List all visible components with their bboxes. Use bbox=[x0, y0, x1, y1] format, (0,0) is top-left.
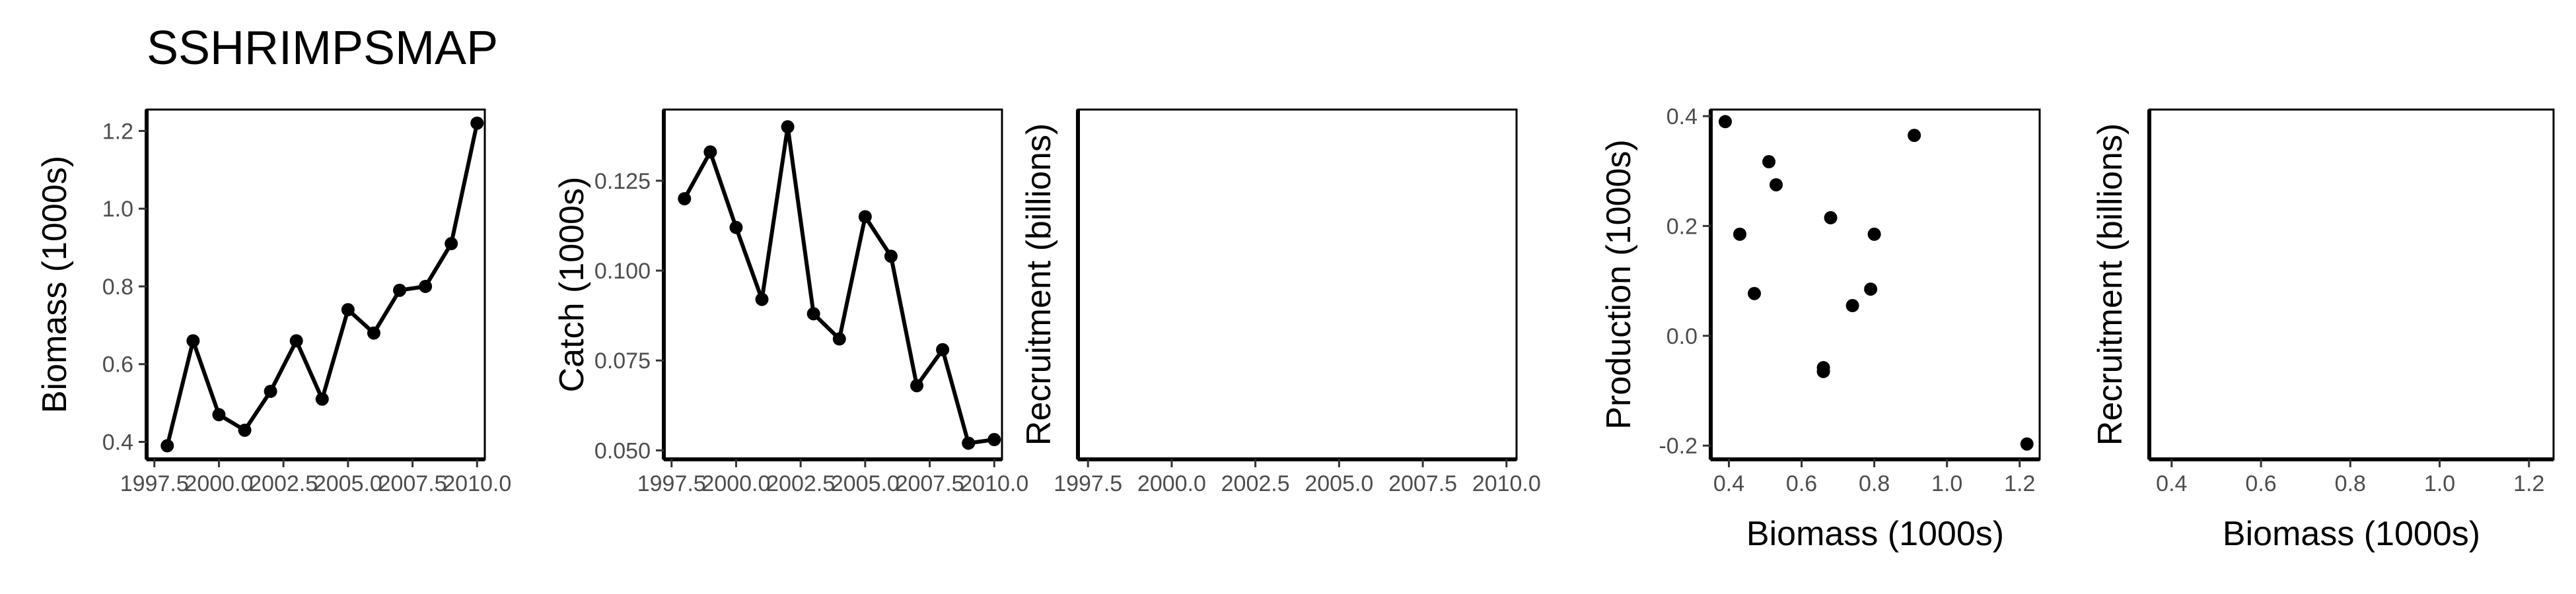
x-tick-label: 0.4 bbox=[2156, 471, 2187, 496]
data-point bbox=[419, 279, 433, 293]
y-tick-label: 1.2 bbox=[102, 119, 133, 144]
data-point bbox=[858, 210, 872, 224]
y-axis-label: Biomass (1000s) bbox=[36, 156, 74, 413]
data-point bbox=[289, 334, 303, 348]
x-tick-label: 2010.0 bbox=[1472, 471, 1541, 496]
data-point bbox=[1719, 115, 1733, 129]
x-tick-label: 0.6 bbox=[1786, 471, 1817, 496]
y-tick-label: 0.8 bbox=[102, 275, 133, 300]
data-point bbox=[1845, 299, 1859, 313]
data-point bbox=[1733, 227, 1747, 241]
y-tick-label: 0.4 bbox=[102, 430, 133, 455]
data-point bbox=[367, 326, 380, 340]
data-point bbox=[186, 334, 200, 348]
y-axis-label: Recruitment (billions) bbox=[1020, 123, 1058, 446]
y-axis-label: Production (1000s) bbox=[1600, 139, 1638, 429]
data-point bbox=[315, 392, 329, 406]
data-point bbox=[1770, 178, 1783, 191]
x-tick-label: 2007.5 bbox=[896, 471, 964, 496]
y-tick-label: 0.100 bbox=[594, 259, 651, 284]
x-axis-label: Biomass (1000s) bbox=[2223, 515, 2480, 553]
panel-frame bbox=[2148, 108, 2555, 461]
series-line bbox=[682, 125, 995, 446]
x-tick-label: 2000.0 bbox=[701, 471, 770, 496]
x-tick-label: 1.0 bbox=[1931, 471, 1962, 496]
data-point bbox=[2020, 437, 2034, 451]
data-point bbox=[910, 379, 924, 393]
data-point bbox=[703, 145, 717, 159]
y-tick-label: 0.050 bbox=[594, 438, 651, 463]
data-point bbox=[1824, 211, 1838, 224]
x-tick-label: 2010.0 bbox=[960, 471, 1028, 496]
x-tick-label: 2002.5 bbox=[766, 471, 835, 496]
x-tick-label: 2010.0 bbox=[443, 471, 511, 496]
data-point bbox=[884, 249, 898, 263]
data-point bbox=[987, 433, 1001, 447]
y-tick-label: -0.2 bbox=[1659, 434, 1698, 459]
x-tick-label: 0.6 bbox=[2245, 471, 2276, 496]
data-point bbox=[212, 408, 226, 422]
data-point bbox=[1864, 282, 1878, 296]
x-axis-label: Biomass (1000s) bbox=[1746, 515, 2004, 553]
x-tick-label: 2005.0 bbox=[314, 471, 382, 496]
panel-5: 0.4 0.6 0.8 1.0 1.2 Recruitment (billions) Bio… bbox=[2091, 108, 2555, 553]
data-point bbox=[470, 116, 484, 130]
panel-frame bbox=[145, 108, 486, 461]
panel-3: 1997.5 2000.0 2002.5 2005.0 2007.5 2010.0 Recr… bbox=[1020, 108, 1541, 496]
x-tick-label: 2000.0 bbox=[1137, 471, 1206, 496]
x-tick-label: 2002.5 bbox=[1221, 471, 1290, 496]
data-point bbox=[1748, 286, 1762, 300]
data-point bbox=[962, 436, 976, 450]
data-point bbox=[806, 307, 820, 321]
y-tick-label: 0.0 bbox=[1666, 324, 1698, 349]
y-tick-label: 1.0 bbox=[102, 197, 133, 222]
data-point bbox=[161, 439, 174, 453]
data-point bbox=[445, 237, 458, 251]
x-tick-label: 1.2 bbox=[2004, 471, 2035, 496]
data-point bbox=[678, 192, 692, 206]
data-point bbox=[341, 303, 355, 317]
data-point bbox=[781, 120, 795, 134]
y-tick-label: 0.2 bbox=[1666, 214, 1698, 239]
x-tick-label: 1.0 bbox=[2424, 471, 2455, 496]
data-point bbox=[1908, 129, 1921, 143]
x-tick-label: 2007.5 bbox=[378, 471, 447, 496]
x-tick-label: 0.8 bbox=[1859, 471, 1890, 496]
chart-title: SSHRIMPSMAP bbox=[147, 22, 498, 75]
x-tick-label: 1.2 bbox=[2513, 471, 2544, 496]
y-axis-label: Catch (1000s) bbox=[553, 177, 591, 393]
data-point bbox=[1867, 227, 1881, 241]
data-point bbox=[1762, 155, 1776, 169]
x-tick-label: 2005.0 bbox=[1305, 471, 1373, 496]
x-tick-label: 2002.5 bbox=[249, 471, 318, 496]
x-tick-label: 2000.0 bbox=[184, 471, 253, 496]
data-point bbox=[264, 384, 277, 398]
y-tick-label: 0.125 bbox=[594, 169, 651, 194]
y-tick-label: 0.4 bbox=[1666, 104, 1698, 129]
y-tick-label: 0.6 bbox=[102, 352, 133, 378]
panel-frame bbox=[1077, 108, 1518, 461]
data-point bbox=[755, 292, 769, 306]
y-tick-label: 0.075 bbox=[594, 348, 651, 374]
data-point bbox=[1816, 364, 1830, 378]
x-tick-label: 1997.5 bbox=[637, 471, 706, 496]
data-point bbox=[238, 423, 252, 437]
x-tick-label: 2007.5 bbox=[1388, 471, 1457, 496]
x-tick-label: 1997.5 bbox=[1054, 471, 1122, 496]
data-point bbox=[936, 343, 950, 356]
x-tick-label: 1997.5 bbox=[120, 471, 189, 496]
data-point bbox=[729, 220, 743, 234]
x-tick-label: 2005.0 bbox=[831, 471, 900, 496]
x-tick-label: 0.4 bbox=[1713, 471, 1744, 496]
y-axis-label: Recruitment (billions) bbox=[2091, 123, 2129, 446]
data-point bbox=[393, 283, 407, 297]
data-point bbox=[832, 332, 846, 346]
panel-4: 0.4 0.6 0.8 1.0 1.2 -0.2 0.0 0.2 0.4 Production (… bbox=[1600, 104, 2041, 553]
x-tick-label: 0.8 bbox=[2335, 471, 2366, 496]
